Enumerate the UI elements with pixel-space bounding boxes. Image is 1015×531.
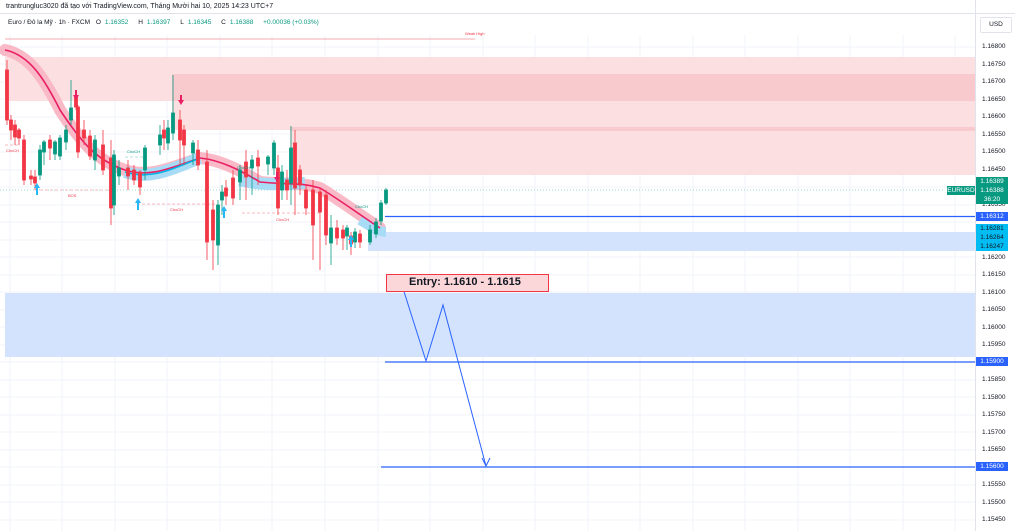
- svg-text:ChoCH: ChoCH: [170, 207, 183, 212]
- price-tick: 1.16350: [982, 201, 1006, 208]
- symbol-tag: EURUSD: [947, 186, 975, 195]
- svg-text:ChoCH: ChoCH: [6, 148, 19, 153]
- symbol-description[interactable]: Euro / Đô la Mỹ · 1h · FXCM: [8, 19, 90, 26]
- svg-text:Weak High: Weak High: [465, 31, 485, 36]
- ohlc-close: C 1.16388: [221, 19, 254, 26]
- supply-zones: [5, 57, 975, 175]
- price-tick: 1.16550: [982, 131, 1006, 138]
- ohlc-high: H 1.16397: [138, 19, 171, 26]
- chart-attribution: trantrungluc3020 đã tạo với TradingView.…: [6, 3, 274, 10]
- currency-button[interactable]: USD: [980, 17, 1012, 33]
- price-tick: 1.15800: [982, 394, 1006, 401]
- price-tick: 1.16600: [982, 113, 1006, 120]
- zone-bottom-tag: 1.16247: [976, 242, 1008, 251]
- signal-arrows: [34, 90, 354, 247]
- price-tick: 1.16650: [982, 96, 1006, 103]
- level-tag: 1.16312: [976, 212, 1008, 221]
- zone-mid-tag: 1.16264: [976, 233, 1008, 242]
- price-tick: 1.15950: [982, 341, 1006, 348]
- price-change: +0.00036 (+0.03%): [263, 19, 319, 26]
- svg-text:ChoCH: ChoCH: [237, 165, 250, 170]
- svg-text:BOS: BOS: [68, 193, 77, 198]
- price-tick: 1.16000: [982, 324, 1006, 331]
- demand-zone-lower: [5, 293, 975, 357]
- target-2-tag: 1.15600: [976, 462, 1008, 471]
- countdown-tag: 36:20: [976, 195, 1008, 204]
- price-tick: 1.15500: [982, 499, 1006, 506]
- ma-ribbon: [0, 44, 387, 237]
- price-tick: 1.16800: [982, 43, 1006, 50]
- price-tick: 1.16100: [982, 289, 1006, 296]
- price-tick: 1.16200: [982, 254, 1006, 261]
- price-tick: 1.16050: [982, 306, 1006, 313]
- price-tick: 1.16700: [982, 78, 1006, 85]
- candles: [5, 60, 388, 270]
- projection-path[interactable]: [399, 278, 491, 468]
- svg-text:ChoCH: ChoCH: [127, 149, 140, 154]
- last-high-tag: 1.16389: [976, 177, 1008, 186]
- structure-labels: ChoCH BOS ChoCH ChoCH ChoCH ChoCH ChoCH …: [6, 31, 485, 222]
- zone-top-tag: 1.16281: [976, 224, 1008, 233]
- symbol-legend: Euro / Đô la Mỹ · 1h · FXCM O 1.16352 H 1.…: [8, 19, 323, 26]
- price-tick: 1.16450: [982, 166, 1006, 173]
- price-tick: 1.15550: [982, 481, 1006, 488]
- price-tick: 1.16750: [982, 61, 1006, 68]
- ohlc-low: L 1.16345: [180, 19, 212, 26]
- price-tick: 1.15750: [982, 411, 1006, 418]
- price-tick: 1.15700: [982, 429, 1006, 436]
- price-tick: 1.15850: [982, 376, 1006, 383]
- arrow-up-icon: [34, 183, 354, 247]
- demand-zone-upper: [368, 232, 975, 251]
- svg-text:ChoCH: ChoCH: [355, 204, 368, 209]
- entry-label[interactable]: Entry: 1.1610 - 1.1615: [386, 274, 549, 292]
- arrow-down-icon: [73, 90, 280, 182]
- target-1-tag: 1.15900: [976, 357, 1008, 366]
- ohlc-open: O 1.16352: [95, 19, 129, 26]
- price-tick: 1.16500: [982, 148, 1006, 155]
- price-tick: 1.16150: [982, 271, 1006, 278]
- svg-text:ChoCH: ChoCH: [276, 217, 289, 222]
- price-tick: 1.15650: [982, 446, 1006, 453]
- structure-lines: [5, 144, 322, 214]
- price-tick: 1.15450: [982, 516, 1006, 523]
- last-close-tag: 1.16388: [976, 186, 1008, 195]
